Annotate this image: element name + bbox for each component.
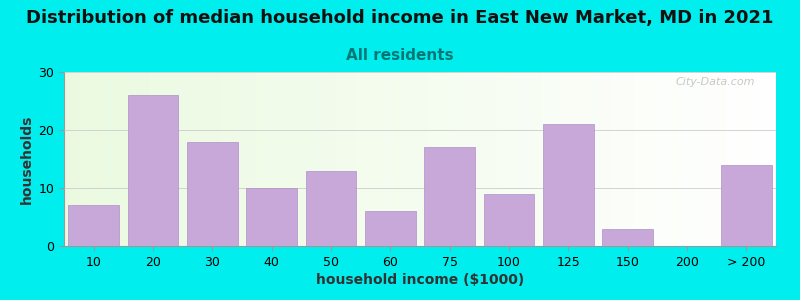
Bar: [306, 171, 356, 246]
Bar: [187, 142, 238, 246]
Bar: [69, 206, 119, 246]
Bar: [425, 147, 475, 246]
Text: City-Data.com: City-Data.com: [675, 77, 754, 87]
Bar: [365, 211, 415, 246]
Text: Distribution of median household income in East New Market, MD in 2021: Distribution of median household income …: [26, 9, 774, 27]
Bar: [246, 188, 297, 246]
X-axis label: household income ($1000): household income ($1000): [316, 273, 524, 287]
Bar: [484, 194, 534, 246]
Bar: [543, 124, 594, 246]
Bar: [721, 165, 771, 246]
Bar: [128, 95, 178, 246]
Text: All residents: All residents: [346, 48, 454, 63]
Bar: [602, 229, 653, 246]
Y-axis label: households: households: [20, 114, 34, 204]
